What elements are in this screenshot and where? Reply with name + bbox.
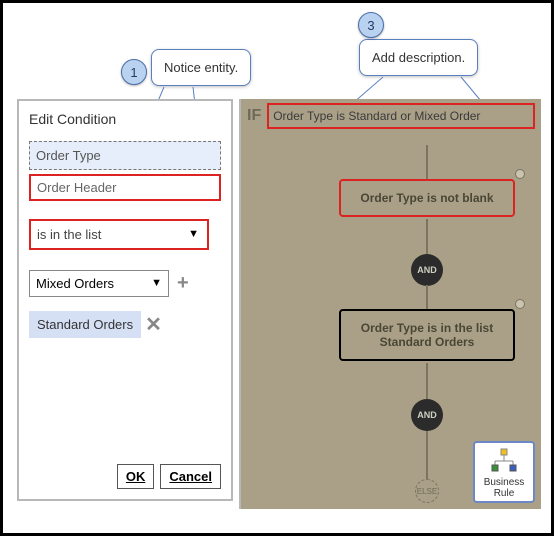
value-select[interactable]: Mixed Orders ▼ [29, 270, 169, 297]
attribute-field[interactable]: Order Type [29, 141, 221, 170]
connector-line [426, 285, 428, 309]
connector-line [426, 145, 428, 179]
node-port[interactable] [515, 169, 525, 179]
business-rule-icon [489, 447, 519, 475]
and-operator-node[interactable]: AND [411, 254, 443, 286]
add-value-icon[interactable]: + [177, 272, 189, 295]
edit-condition-panel: Edit Condition Order Type Order Header i… [17, 99, 233, 501]
callout-notice-entity: Notice entity. [151, 49, 251, 86]
remove-value-icon[interactable]: ✕ [145, 312, 162, 337]
else-operator-node[interactable]: ELSE [415, 479, 439, 503]
value-select-text: Mixed Orders [36, 276, 114, 291]
condition-node-inlist[interactable]: Order Type is in the list Standard Order… [339, 309, 515, 361]
business-rule-tile[interactable]: Business Rule [473, 441, 535, 503]
business-rule-label-1: Business [475, 477, 533, 488]
connector-line [426, 363, 428, 399]
panel-title: Edit Condition [19, 101, 231, 133]
rule-canvas: IF Order Type is Standard or Mixed Order… [239, 99, 541, 509]
operator-value: is in the list [37, 227, 101, 242]
business-rule-label-2: Rule [475, 488, 533, 499]
chevron-down-icon: ▼ [151, 277, 162, 289]
condition-node-notblank[interactable]: Order Type is not blank [339, 179, 515, 217]
ok-button[interactable]: OK [117, 464, 155, 489]
chevron-down-icon: ▼ [188, 228, 199, 240]
entity-field[interactable]: Order Header [29, 174, 221, 201]
if-description[interactable]: Order Type is Standard or Mixed Order [267, 103, 535, 129]
callout-add-description: Add description. [359, 39, 478, 76]
and-operator-node[interactable]: AND [411, 399, 443, 431]
operator-select[interactable]: is in the list ▼ [29, 219, 209, 250]
step-badge-3: 3 [358, 12, 384, 38]
value-chip[interactable]: Standard Orders [29, 311, 141, 338]
connector-line [426, 431, 428, 479]
cancel-button[interactable]: Cancel [160, 464, 221, 489]
node-port[interactable] [515, 299, 525, 309]
connector-line [426, 219, 428, 255]
if-label: IF [247, 107, 261, 125]
step-badge-1: 1 [121, 59, 147, 85]
